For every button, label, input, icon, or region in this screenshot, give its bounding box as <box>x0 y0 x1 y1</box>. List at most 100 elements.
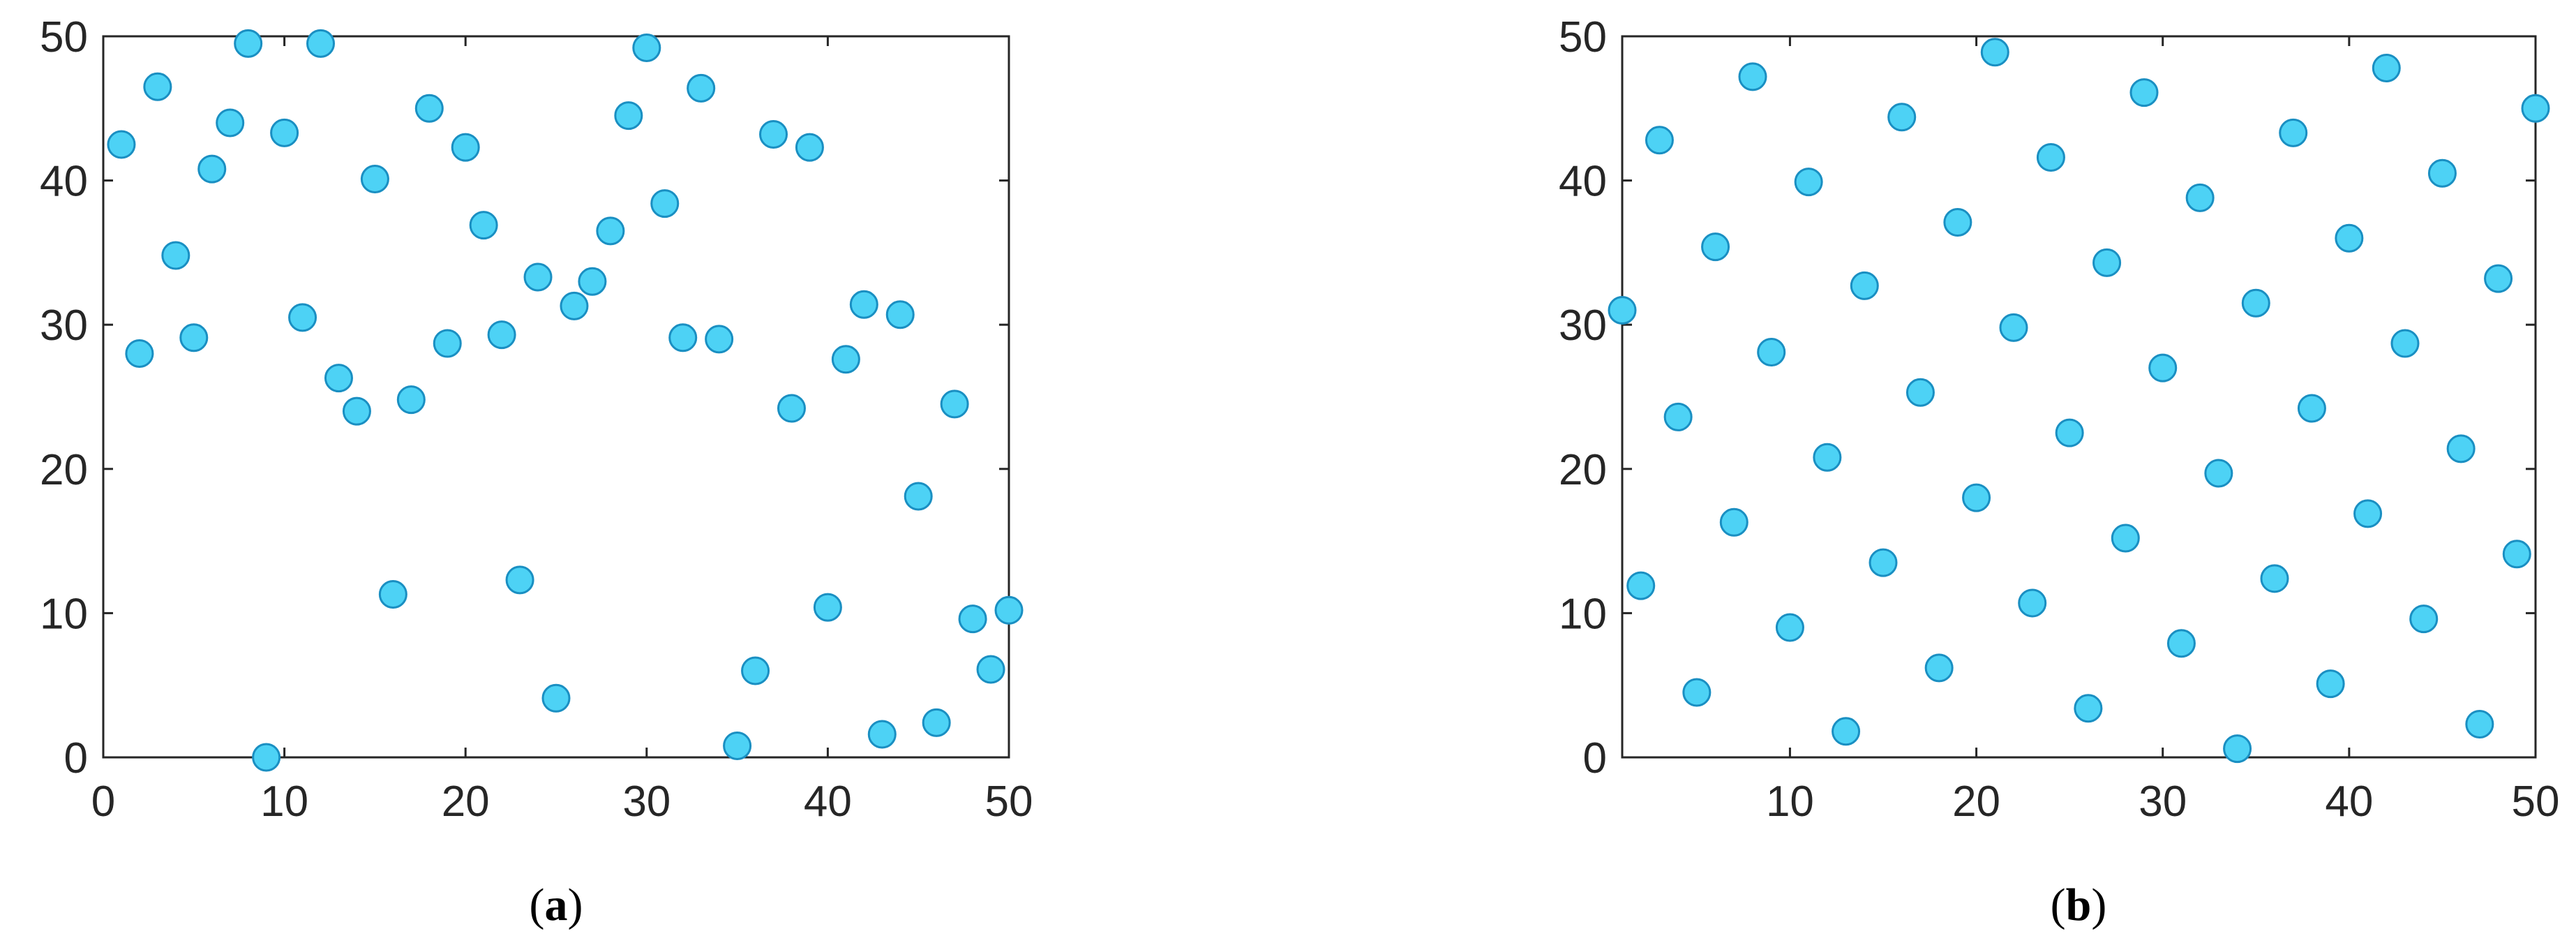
x-tick-label: 10 <box>1766 778 1814 826</box>
scatter-point <box>1943 208 1972 237</box>
scatter-panel-a: 0 10 20 30 40 50 0 10 20 30 40 50 (a) <box>40 13 1033 930</box>
scatter-point <box>2055 418 2084 447</box>
scatter-point <box>2148 353 2178 383</box>
scatter-point <box>1608 296 1637 325</box>
scatter-point <box>668 323 698 352</box>
scatter-point <box>632 34 661 63</box>
scatter-point <box>596 216 625 246</box>
scatter-point <box>723 731 752 760</box>
scatter-point <box>849 290 878 319</box>
scatter-point <box>1626 571 1656 600</box>
scatter-point <box>940 389 969 419</box>
scatter-point <box>1645 126 1674 155</box>
y-tick-label: 0 <box>1583 734 1607 782</box>
scatter-point <box>1887 103 1917 132</box>
scatter-point <box>523 262 553 292</box>
y-tick-label: 40 <box>1559 158 1607 206</box>
scatter-point <box>759 119 788 149</box>
scatter-point <box>614 101 643 131</box>
scatter-point <box>234 29 263 58</box>
scatter-point <box>505 565 534 595</box>
scatter-point <box>1999 313 2028 342</box>
scatter-point <box>1813 443 1842 472</box>
scatter-point <box>1962 483 1991 512</box>
scatter-point <box>813 593 842 622</box>
scatter-point <box>867 720 897 749</box>
scatter-point <box>650 189 680 218</box>
scatter-point <box>433 329 462 358</box>
scatter-point <box>288 303 317 332</box>
scatter-point <box>795 133 824 162</box>
scatter-point <box>1775 613 1804 642</box>
y-tick-label: 20 <box>1559 446 1607 494</box>
scatter-point <box>2372 53 2401 82</box>
scatter-point <box>1701 232 1730 262</box>
axes-box <box>102 35 1010 759</box>
scatter-point <box>179 323 209 352</box>
scatter-point <box>1738 62 1767 91</box>
scatter-point <box>2223 734 2252 764</box>
y-tick-label: 20 <box>40 446 88 494</box>
scatter-point <box>578 267 607 296</box>
scatter-point <box>306 29 336 58</box>
scatter-point <box>216 108 245 138</box>
scatter-point <box>1832 717 1861 746</box>
scatter-point <box>1980 38 2009 67</box>
scatter-point <box>2018 588 2047 618</box>
scatter-point <box>922 708 951 737</box>
y-tick-label: 40 <box>40 158 88 206</box>
panel-caption: (a) <box>530 880 583 930</box>
scatter-point <box>1905 378 1935 407</box>
x-tick-label: 40 <box>2325 778 2373 826</box>
scatter-point <box>1663 402 1693 431</box>
scatter-point <box>360 165 389 194</box>
scatter-point <box>2129 78 2159 107</box>
scatter-point <box>161 241 190 270</box>
scatter-point <box>2241 288 2270 318</box>
scatter-point <box>414 94 444 123</box>
scatter-point <box>2204 459 2233 488</box>
scatter-point <box>831 345 860 374</box>
scatter-point <box>2335 223 2364 253</box>
scatter-point <box>396 385 426 415</box>
scatter-panel-b: 10 20 30 40 50 0 10 20 30 40 50 (b) <box>1559 13 2559 930</box>
scatter-point <box>1682 678 1712 707</box>
scatter-point <box>2390 329 2420 358</box>
scatter-point <box>107 130 136 159</box>
scatter-point <box>2036 143 2065 172</box>
scatter-point <box>2484 264 2513 293</box>
y-tick-label: 0 <box>64 734 88 782</box>
scatter-point <box>1757 337 1786 366</box>
scatter-point <box>2316 669 2345 699</box>
scatter-point <box>342 396 371 426</box>
x-tick-label: 0 <box>91 778 115 826</box>
x-tick-label: 30 <box>622 778 671 826</box>
scatter-point <box>2111 524 2140 553</box>
scatter-point <box>904 482 933 511</box>
scatter-point <box>994 595 1024 625</box>
scatter-point <box>777 394 806 423</box>
scatter-point <box>2465 709 2494 739</box>
scatter-point <box>2353 499 2383 528</box>
x-tick-label: 30 <box>2139 778 2187 826</box>
x-tick-label: 40 <box>804 778 852 826</box>
x-tick-label: 20 <box>442 778 490 826</box>
scatter-point <box>705 325 734 354</box>
scatter-point <box>2185 183 2215 212</box>
panel-caption: (b) <box>2051 880 2107 930</box>
scatter-point <box>143 72 172 101</box>
scatter-point <box>2092 248 2122 277</box>
scatter-point <box>1924 653 1954 683</box>
scatter-point <box>1850 271 1879 300</box>
scatter-point <box>741 656 770 685</box>
y-tick-label: 30 <box>1559 302 1607 350</box>
scatter-point <box>2409 604 2439 634</box>
scatter-point <box>197 154 227 184</box>
scatter-point <box>2427 158 2457 188</box>
x-tick-label: 50 <box>2512 778 2560 826</box>
y-tick-label: 50 <box>1559 13 1607 61</box>
scatter-point <box>2074 694 2103 723</box>
scatter-point <box>976 655 1005 684</box>
scatter-point <box>125 339 154 369</box>
